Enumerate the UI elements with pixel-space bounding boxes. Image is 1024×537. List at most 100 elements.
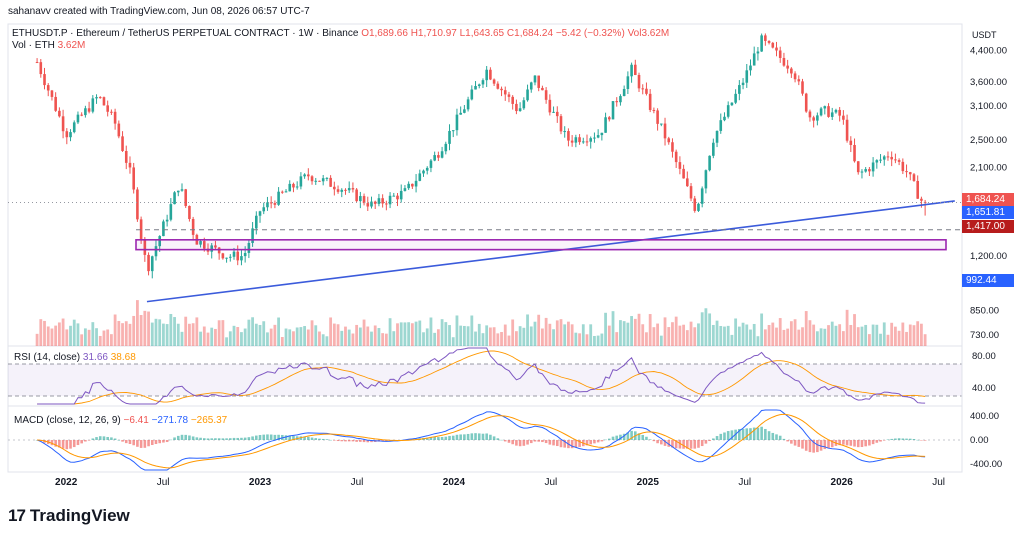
volume-bar	[191, 323, 195, 346]
macd-hist-bar	[619, 434, 622, 440]
macd-hist-bar	[288, 435, 292, 440]
volume-bar	[693, 327, 697, 346]
volume-legend[interactable]: Vol · ETH 3.62M	[12, 40, 85, 51]
volume-bar	[801, 327, 804, 346]
candle-body	[184, 189, 188, 206]
macd-hist-bar	[474, 433, 477, 440]
macd-hist-bar	[607, 438, 611, 440]
candle-body	[333, 186, 336, 190]
volume-bar	[225, 337, 228, 346]
macd-hist-bar	[585, 440, 589, 446]
macd-hist-bar	[98, 436, 102, 440]
candle-body	[797, 79, 801, 82]
tradingview-logo[interactable]: 17 TradingView	[8, 506, 130, 526]
macd-hist-bar	[136, 440, 139, 447]
volume-bar	[403, 322, 407, 346]
price-pane	[7, 23, 963, 347]
volume-bar	[184, 316, 188, 346]
candle-body	[392, 195, 396, 197]
macd-hist-bar	[370, 440, 373, 443]
macd-hist-bar	[856, 440, 860, 448]
macd-hist-bar	[184, 434, 188, 440]
candle-body	[295, 186, 299, 188]
macd-hist-bar	[660, 440, 663, 445]
macd-hist-bar	[266, 434, 269, 440]
macd-hist-bar	[682, 440, 685, 449]
volume-bar	[347, 329, 351, 346]
candle-body	[269, 202, 273, 204]
macd-hist-bar	[808, 440, 812, 453]
price-tick-label: 2,100.00	[970, 163, 1007, 174]
volume-bar	[886, 334, 890, 346]
volume-bar	[109, 334, 113, 346]
volume-bar	[57, 322, 61, 346]
volume-bar	[206, 332, 210, 346]
rsi-legend[interactable]: RSI (14, close) 31.66 38.68	[14, 352, 136, 363]
macd-hist-bar	[756, 427, 760, 440]
macd-hist-bar	[578, 440, 581, 447]
volume-bar	[199, 331, 202, 346]
macd-hist-bar	[95, 437, 98, 440]
candle-body	[80, 114, 83, 116]
macd-hist-bar	[351, 440, 355, 442]
time-tick-label: Jul	[932, 477, 945, 488]
macd-hist-bar	[444, 436, 448, 440]
price-axis-unit[interactable]: USDT	[972, 30, 997, 40]
macd-hist-bar	[202, 438, 206, 440]
volume-bar	[682, 324, 686, 346]
candle-body	[879, 159, 882, 161]
volume-bar	[671, 322, 674, 346]
volume-bar	[604, 312, 607, 346]
candle-body	[336, 189, 340, 192]
volume-bar	[381, 333, 385, 346]
macd-hist-bar	[864, 440, 867, 447]
candle-body	[422, 170, 425, 174]
macd-hist-bar	[150, 440, 154, 446]
symbol-title[interactable]: ETHUSDT.P · Ethereum / TetherUS PERPETUA…	[12, 28, 359, 39]
macd-hist-bar	[882, 440, 886, 441]
rsi-tick-label: 80.00	[972, 351, 996, 362]
candle-body	[581, 141, 585, 143]
candle-body	[347, 188, 351, 191]
macd-hist-bar	[154, 440, 158, 445]
candle-body	[529, 82, 533, 90]
macd-hist-bar	[853, 440, 856, 447]
candle-body	[674, 151, 678, 163]
volume-bar	[908, 324, 912, 346]
candle-body	[559, 116, 563, 132]
macd-hist-bar	[886, 439, 890, 440]
candle-body	[507, 94, 511, 97]
macd-hist-bar	[199, 437, 202, 440]
candle-body	[570, 140, 574, 143]
candle-body	[154, 246, 158, 257]
volume-bar	[745, 324, 749, 346]
volume-bar	[87, 329, 91, 346]
macd-legend[interactable]: MACD (close, 12, 26, 9) −6.41 −271.78 −2…	[14, 415, 227, 426]
volume-bar	[912, 325, 916, 346]
volume-bar	[43, 320, 46, 346]
volume-bar	[262, 321, 266, 346]
macd-hist-bar	[715, 436, 719, 440]
macd-hist-bar	[429, 437, 433, 440]
macd-hist-bar	[923, 440, 927, 441]
ohlc-open: O1,689.66	[361, 28, 408, 39]
volume-bar	[273, 324, 277, 346]
candle-body	[492, 79, 496, 84]
candle-body	[593, 137, 596, 139]
time-tick-label: Jul	[157, 477, 170, 488]
candle-body	[634, 64, 637, 75]
candle-body	[567, 131, 570, 141]
candle-body	[191, 219, 195, 235]
volume-bar	[433, 332, 437, 346]
volume-bar	[518, 326, 522, 346]
volume-bar	[440, 319, 444, 346]
macd-hist-bar	[738, 428, 741, 440]
symbol-legend: ETHUSDT.P · Ethereum / TetherUS PERPETUA…	[12, 28, 669, 39]
candle-body	[451, 130, 455, 132]
macd-hist-bar	[838, 440, 841, 446]
macd-hist-bar	[604, 439, 607, 441]
volume-bar	[280, 337, 284, 346]
candle-body	[262, 207, 266, 212]
